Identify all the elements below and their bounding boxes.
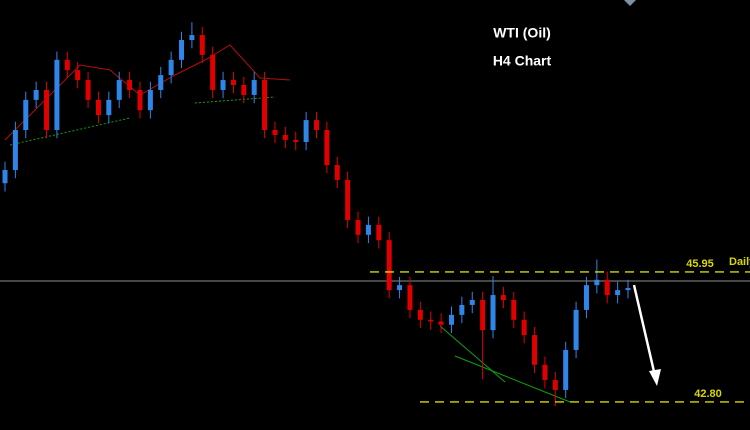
candle-body <box>386 240 392 291</box>
candle-body <box>563 349 569 390</box>
candle-body <box>438 321 444 325</box>
candle-body <box>542 364 548 381</box>
candle-body <box>106 99 112 116</box>
candle-body <box>293 139 299 142</box>
candle-body <box>407 285 413 310</box>
candle-body <box>262 80 268 130</box>
forecast-arrow <box>632 284 661 386</box>
candle-body <box>251 80 257 95</box>
candle-body <box>230 80 236 86</box>
candle-body <box>532 335 538 365</box>
candle-body <box>189 35 195 41</box>
candle-body <box>199 35 205 55</box>
candle-body <box>355 219 361 235</box>
candle-body <box>147 89 153 111</box>
candle-body <box>64 59 70 71</box>
candle-body <box>137 89 143 111</box>
candle-body <box>179 40 185 60</box>
candle-body <box>397 285 403 291</box>
candle-body <box>324 129 330 166</box>
candle-body <box>583 285 589 310</box>
candle-body <box>314 120 319 130</box>
candle-body <box>282 134 288 140</box>
candle-body <box>428 319 434 322</box>
candle-body <box>365 224 371 235</box>
candle-body <box>23 99 29 130</box>
candle-body <box>127 80 133 90</box>
candle-body <box>469 300 475 305</box>
level-note: Daily <box>729 256 750 268</box>
candle-body <box>521 319 527 336</box>
candle-body <box>241 85 247 95</box>
candle-body <box>303 120 309 142</box>
candle-body <box>345 179 351 220</box>
candle-body <box>210 54 216 90</box>
candle-body <box>33 89 39 100</box>
candle-body <box>417 309 423 320</box>
candle-body <box>490 295 496 331</box>
chart-subtitle: H4 Chart <box>493 53 552 69</box>
candle-body <box>168 59 174 76</box>
candle-body <box>54 59 60 130</box>
candle-body <box>95 99 101 116</box>
candle-body <box>459 304 465 315</box>
candle-body <box>480 300 486 331</box>
chart-title: WTI (Oil) <box>493 25 551 41</box>
candle-body <box>625 288 631 291</box>
candle-body <box>116 80 122 100</box>
level-label: 42.80 <box>694 388 722 400</box>
trend-line <box>194 96 276 104</box>
scroll-marker <box>624 0 636 6</box>
candle-body <box>552 380 558 390</box>
candle-body <box>12 129 18 171</box>
candle-body <box>2 170 8 184</box>
candle-body <box>615 290 621 296</box>
trend-line <box>9 117 131 146</box>
candle-body <box>448 314 454 325</box>
candle-body <box>75 70 81 81</box>
candle-body <box>511 300 517 320</box>
level-label: 45.95 <box>686 258 714 270</box>
moving-average <box>4 44 291 141</box>
candle-body <box>272 129 278 135</box>
trend-line <box>439 325 506 383</box>
trend-line <box>454 355 571 403</box>
candle-body <box>220 80 226 90</box>
candle-body <box>158 75 164 90</box>
candle-body <box>85 80 91 100</box>
candle-body <box>376 224 382 241</box>
candle-body <box>573 309 579 350</box>
candle-body <box>500 295 506 301</box>
candle-body <box>44 89 50 130</box>
candle-body <box>594 279 600 286</box>
candle-body <box>604 279 610 296</box>
candle-body <box>334 165 340 180</box>
